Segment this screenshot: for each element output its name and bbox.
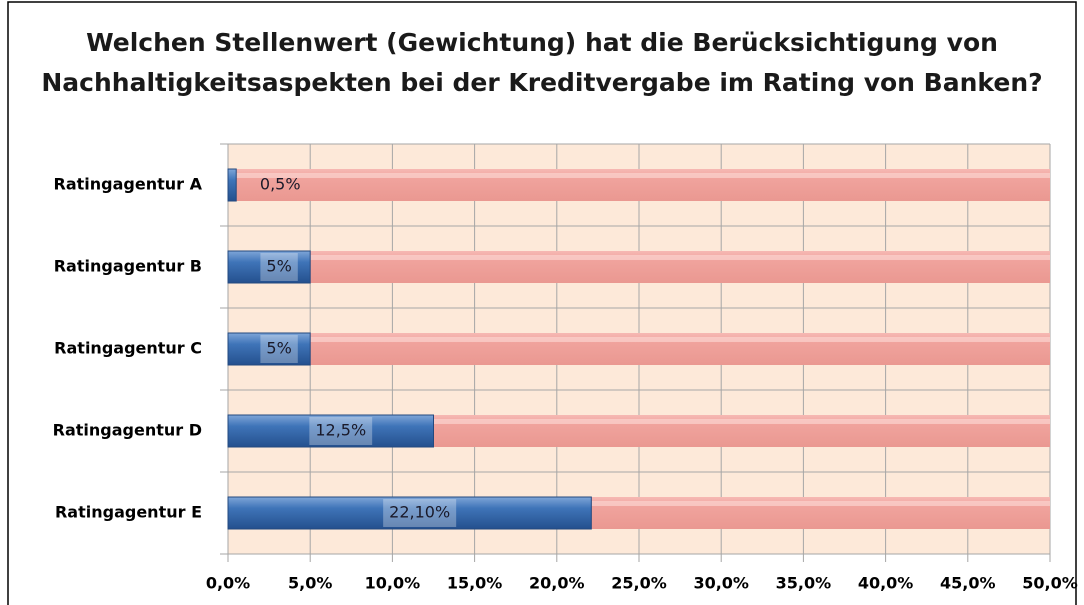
track-highlight: [228, 501, 1050, 506]
chart-title: Welchen Stellenwert (Gewichtung) hat die…: [86, 28, 998, 57]
x-tick-label: 15,0%: [447, 574, 503, 593]
bar: [227, 168, 237, 202]
x-tick-label: 0,0%: [206, 574, 250, 593]
chart-title: Nachhaltigkeitsaspekten bei der Kreditve…: [41, 68, 1042, 97]
data-label-box: [309, 417, 373, 445]
track-highlight: [228, 419, 1050, 424]
data-label-box: [383, 499, 457, 527]
data-label: 22,10%: [389, 503, 450, 522]
bar: [227, 332, 311, 366]
data-label-box: [260, 253, 298, 281]
x-tick-label: 30,0%: [693, 574, 749, 593]
y-tick-label: Ratingagentur E: [55, 503, 202, 522]
y-tick-label: Ratingagentur A: [54, 175, 203, 194]
track-highlight: [228, 173, 1050, 178]
data-label: 12,5%: [315, 421, 366, 440]
x-tick-label: 45,0%: [940, 574, 996, 593]
data-label: 5%: [266, 339, 291, 358]
x-tick-label: 35,0%: [776, 574, 832, 593]
bar: [227, 496, 592, 530]
bar: [227, 250, 311, 284]
data-label: 5%: [266, 257, 291, 276]
y-tick-label: Ratingagentur B: [54, 257, 202, 276]
track-highlight: [228, 255, 1050, 260]
x-tick-label: 25,0%: [611, 574, 667, 593]
y-tick-label: Ratingagentur C: [54, 339, 202, 358]
x-tick-label: 40,0%: [858, 574, 914, 593]
data-label: 0,5%: [260, 175, 301, 194]
x-tick-label: 50,0%: [1022, 574, 1078, 593]
data-label-box: [260, 335, 298, 363]
x-tick-label: 5,0%: [288, 574, 332, 593]
x-tick-label: 10,0%: [365, 574, 421, 593]
track-highlight: [228, 337, 1050, 342]
y-tick-label: Ratingagentur D: [53, 421, 202, 440]
x-tick-label: 20,0%: [529, 574, 585, 593]
bar: [227, 414, 434, 448]
